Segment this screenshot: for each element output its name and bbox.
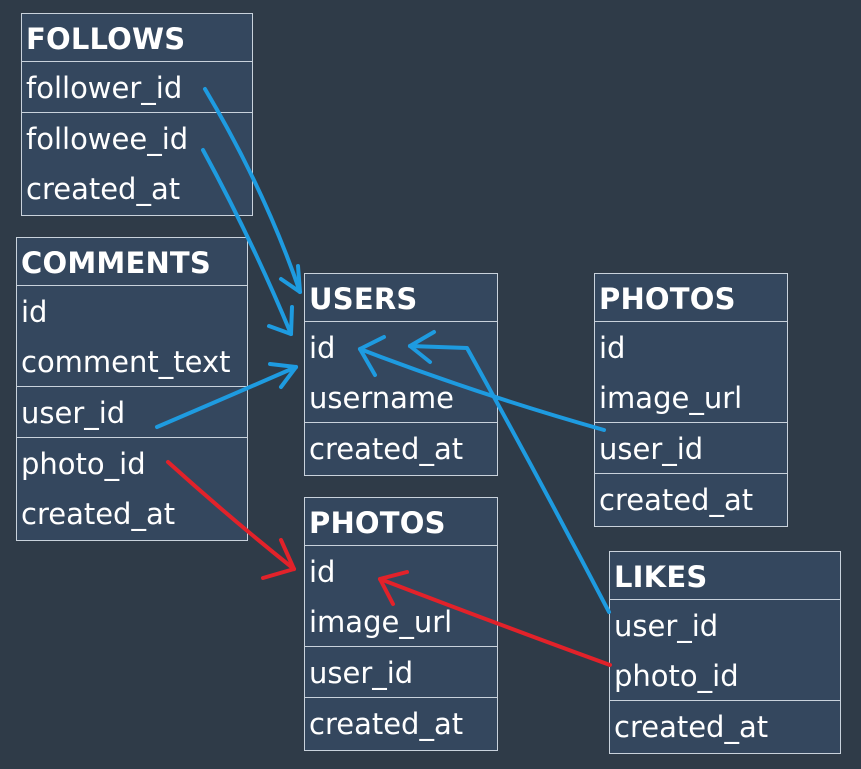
likes-table: LIKES user_id photo_id created_at bbox=[609, 551, 841, 754]
field-created-at: created_at bbox=[21, 497, 176, 531]
field-image-url: image_url bbox=[309, 605, 453, 639]
field-id: id bbox=[309, 555, 336, 589]
table-title: PHOTOS bbox=[305, 498, 497, 546]
field-group: id comment_text bbox=[17, 286, 247, 387]
users-table: USERS id username created_at bbox=[304, 273, 498, 476]
field-created-at: created_at bbox=[26, 172, 181, 206]
table-title: USERS bbox=[305, 274, 497, 322]
table-title: FOLLOWS bbox=[22, 14, 252, 62]
field-group: user_id bbox=[17, 387, 247, 438]
field-user-id: user_id bbox=[21, 396, 126, 430]
follows-table: FOLLOWS follower_id followee_id created_at bbox=[21, 13, 253, 216]
field-group: user_id bbox=[305, 647, 497, 698]
field-group: id image_url bbox=[305, 546, 497, 647]
field-photo-id: photo_id bbox=[614, 659, 739, 693]
field-created-at: created_at bbox=[309, 432, 464, 466]
field-id: id bbox=[21, 295, 48, 329]
field-user-id: user_id bbox=[614, 609, 719, 643]
photos-center-table: PHOTOS id image_url user_id created_at bbox=[304, 497, 498, 751]
field-id: id bbox=[309, 331, 336, 365]
field-group: created_at bbox=[305, 698, 497, 748]
field-id: id bbox=[599, 331, 626, 365]
field-created-at: created_at bbox=[309, 707, 464, 741]
field-comment-text: comment_text bbox=[21, 345, 231, 379]
field-group: created_at bbox=[595, 474, 787, 524]
field-created-at: created_at bbox=[599, 483, 754, 517]
field-group: id username bbox=[305, 322, 497, 423]
field-group: user_id bbox=[595, 423, 787, 474]
table-title: PHOTOS bbox=[595, 274, 787, 322]
field-group: id image_url bbox=[595, 322, 787, 423]
field-follower-id: follower_id bbox=[26, 71, 183, 105]
table-title: COMMENTS bbox=[17, 238, 247, 286]
field-user-id: user_id bbox=[599, 432, 704, 466]
field-followee-id: followee_id bbox=[26, 122, 189, 156]
field-group: user_id photo_id bbox=[610, 600, 840, 701]
field-photo-id: photo_id bbox=[21, 447, 146, 481]
field-user-id: user_id bbox=[309, 656, 414, 690]
field-group: follower_id bbox=[22, 62, 252, 113]
field-group: created_at bbox=[305, 423, 497, 473]
field-username: username bbox=[309, 381, 454, 415]
field-group: photo_id created_at bbox=[17, 438, 247, 538]
photos-right-table: PHOTOS id image_url user_id created_at bbox=[594, 273, 788, 527]
field-group: followee_id created_at bbox=[22, 113, 252, 213]
field-group: created_at bbox=[610, 701, 840, 751]
table-title: LIKES bbox=[610, 552, 840, 600]
field-image-url: image_url bbox=[599, 381, 743, 415]
field-created-at: created_at bbox=[614, 710, 769, 744]
